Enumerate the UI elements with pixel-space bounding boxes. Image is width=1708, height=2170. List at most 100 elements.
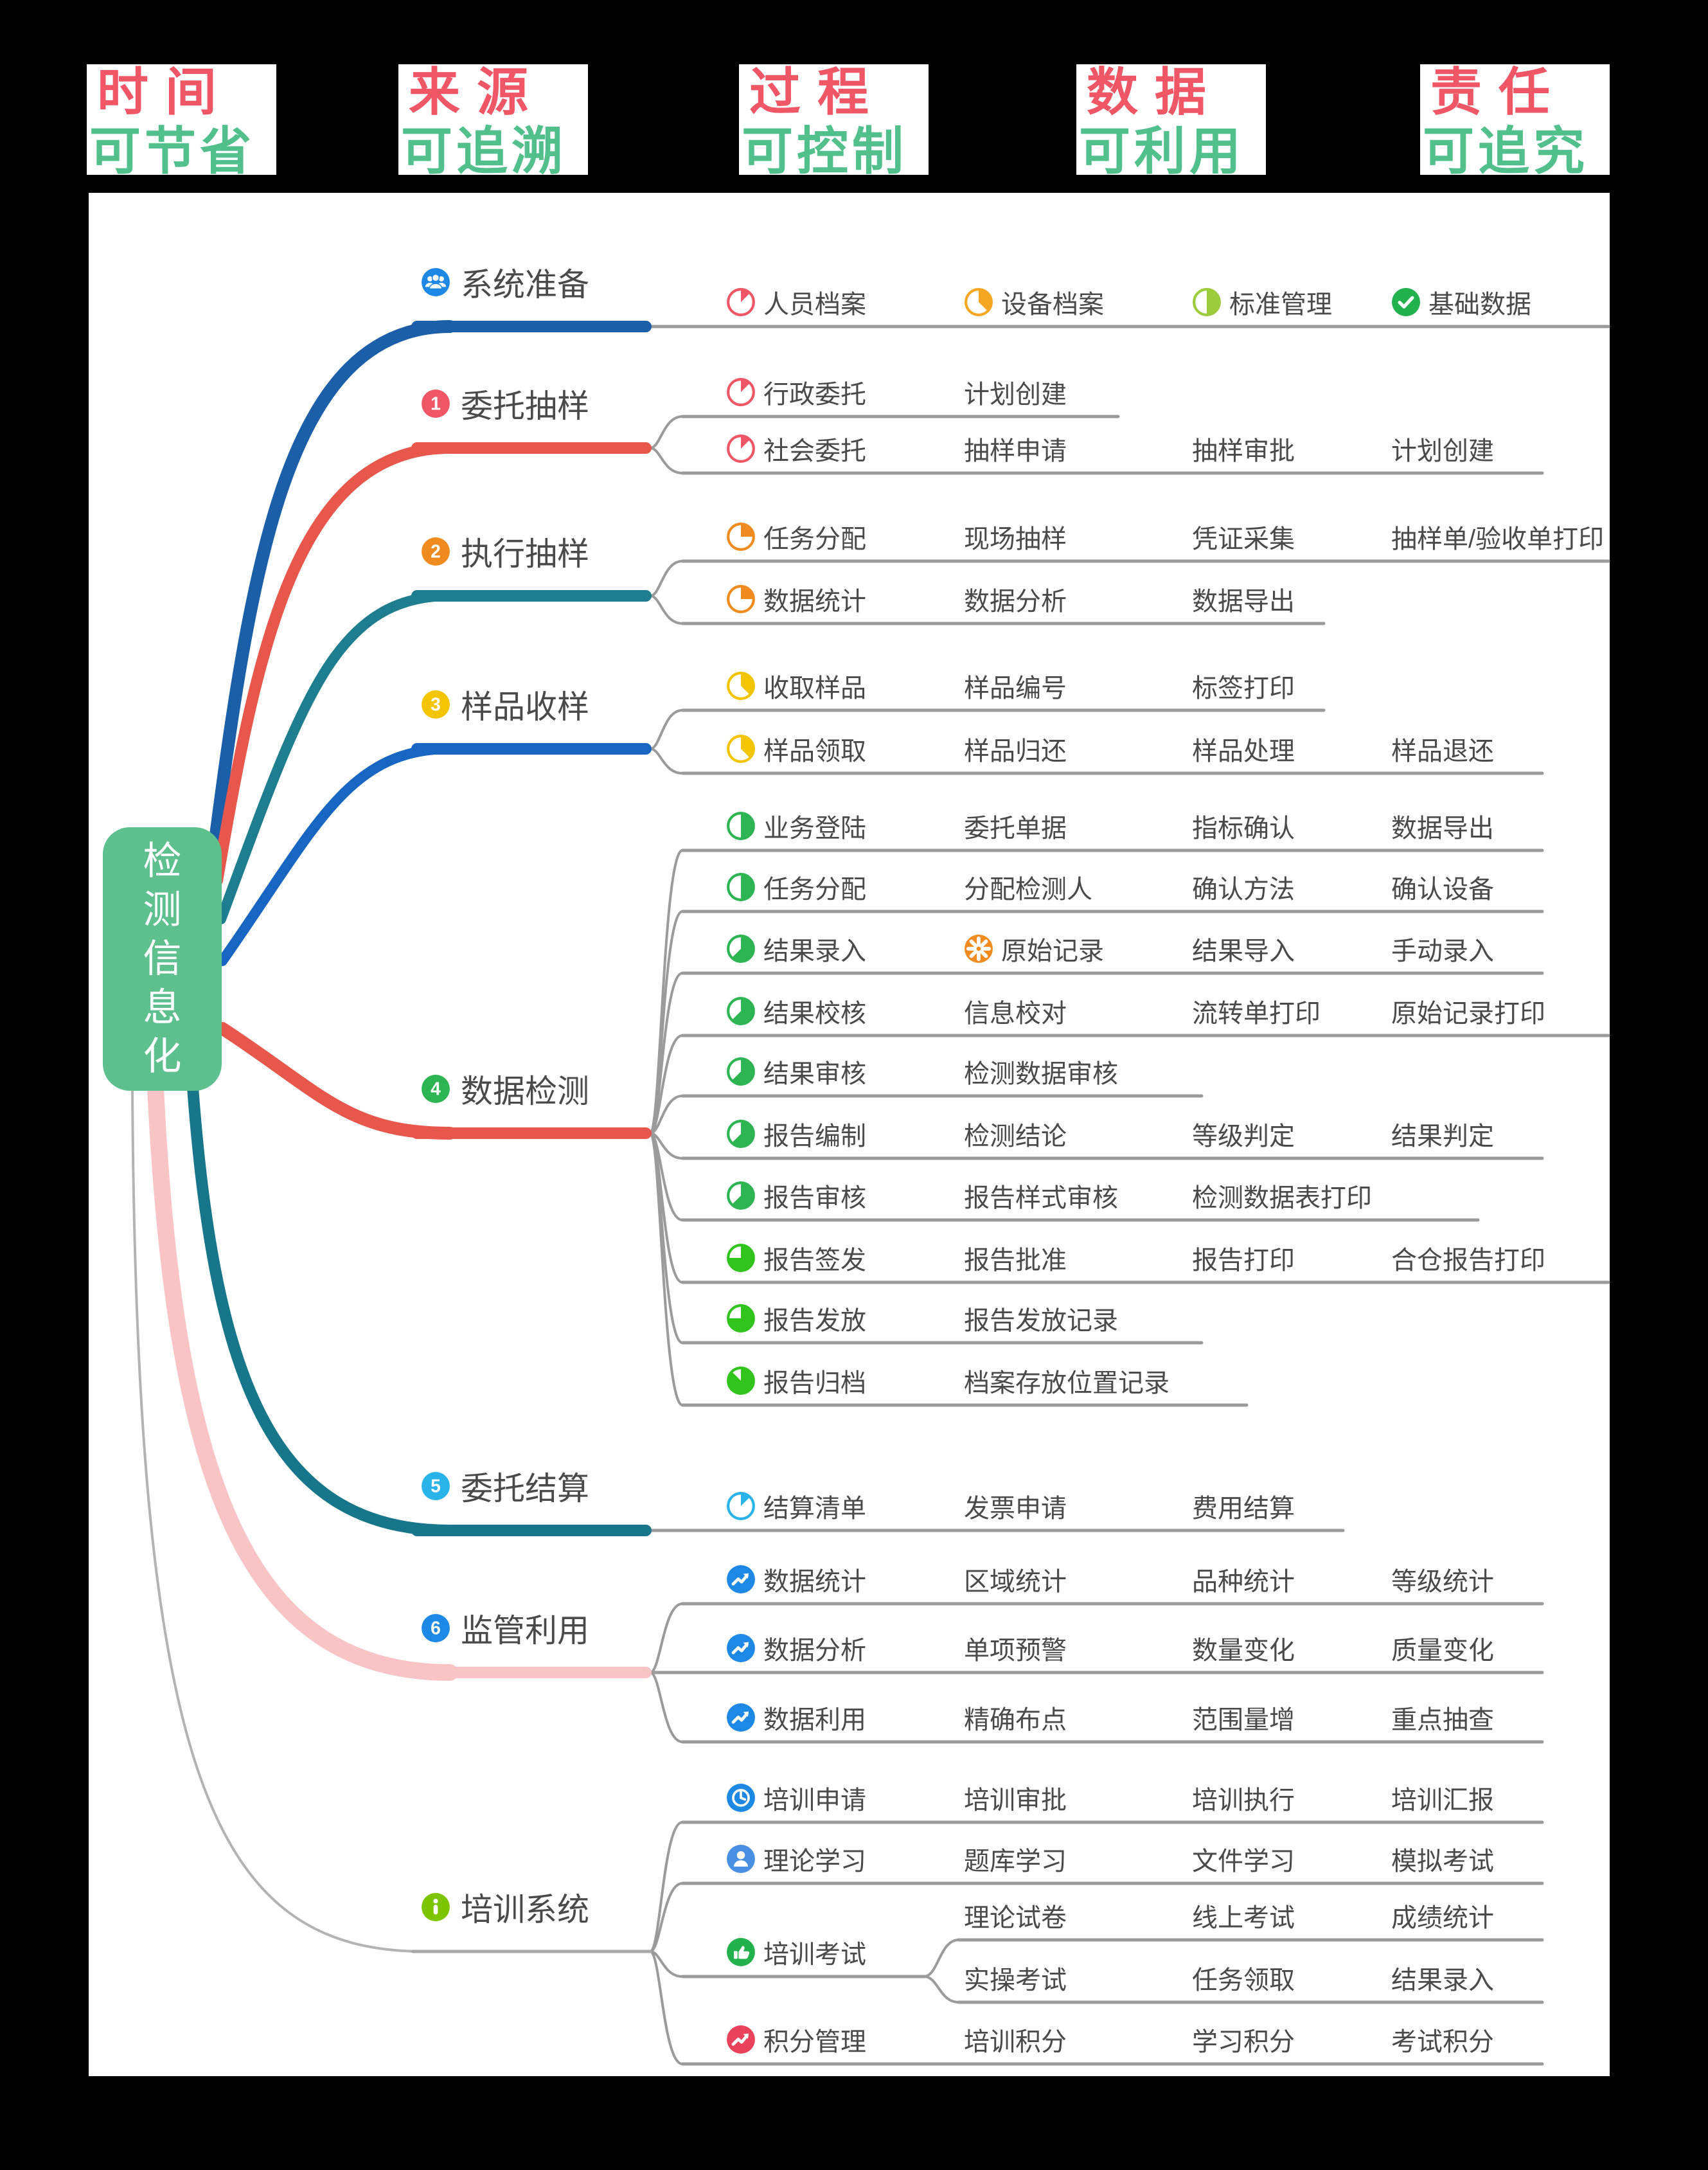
topic-node[interactable]: 线上考试 [1192,1897,1295,1933]
topic-node[interactable]: 分配检测人 [964,869,1092,905]
topic-node[interactable]: 合仓报告打印 [1391,1240,1545,1276]
topic-node[interactable]: 流转单打印 [1192,993,1321,1029]
topic-node[interactable]: 抽样申请 [964,431,1067,467]
topic-node[interactable]: 报告编制 [726,1116,866,1152]
topic-node[interactable]: 原始记录 [964,931,1104,967]
topic-node[interactable]: 文件学习 [1192,1841,1295,1877]
topic-node[interactable]: 样品退还 [1391,731,1494,767]
topic-node[interactable]: 理论试卷 [964,1897,1067,1933]
topic-node[interactable]: 报告签发 [726,1240,866,1276]
topic-node[interactable]: 报告样式审核 [964,1178,1118,1214]
topic-node[interactable]: 单项预警 [964,1630,1067,1666]
topic-node[interactable]: 基础数据 [1391,284,1531,320]
topic-node[interactable]: 题库学习 [964,1841,1067,1877]
topic-node[interactable]: 费用结算 [1192,1488,1295,1524]
topic-node[interactable]: 凭证采集 [1192,519,1295,555]
topic-node[interactable]: 报告打印 [1192,1240,1295,1276]
topic-node[interactable]: 标签打印 [1192,668,1295,704]
topic-node[interactable]: 数据导出 [1391,808,1494,844]
topic-node[interactable]: 指标确认 [1192,808,1295,844]
topic-node[interactable]: 数据统计 [726,581,866,617]
topic-node[interactable]: 数据统计 [726,1561,866,1597]
branch-topic[interactable]: 1 委托抽样 [421,382,589,425]
topic-node[interactable]: 品种统计 [1192,1561,1295,1597]
topic-node[interactable]: 积分管理 [726,2022,866,2058]
topic-node[interactable]: 质量变化 [1391,1630,1494,1666]
topic-node[interactable]: 数据分析 [726,1630,866,1666]
topic-node[interactable]: 结算清单 [726,1488,866,1524]
topic-node[interactable]: 报告审核 [726,1178,866,1214]
topic-node[interactable]: 数据导出 [1192,581,1295,617]
topic-node[interactable]: 抽样单/验收单打印 [1391,519,1604,555]
topic-node[interactable]: 样品领取 [726,731,866,767]
topic-node[interactable]: 区域统计 [964,1561,1067,1597]
topic-node[interactable]: 报告发放记录 [964,1300,1118,1336]
topic-node[interactable]: 任务领取 [1192,1960,1295,1996]
topic-node[interactable]: 业务登陆 [726,808,866,844]
topic-node[interactable]: 收取样品 [726,668,866,704]
topic-node[interactable]: 信息校对 [964,993,1067,1029]
topic-node[interactable]: 发票申请 [964,1488,1067,1524]
topic-node[interactable]: 等级判定 [1192,1116,1295,1152]
topic-node[interactable]: 样品编号 [964,668,1067,704]
root-topic[interactable]: 检测信息化 [103,827,222,1091]
topic-node[interactable]: 报告归档 [726,1363,866,1399]
topic-node[interactable]: 理论学习 [726,1841,866,1877]
topic-node[interactable]: 确认设备 [1391,869,1494,905]
topic-node[interactable]: 现场抽样 [964,519,1067,555]
topic-node[interactable]: 成绩统计 [1391,1897,1494,1933]
branch-topic[interactable]: 3 样品收样 [421,683,589,726]
topic-node[interactable]: 数据分析 [964,581,1067,617]
topic-node[interactable]: 样品处理 [1192,731,1295,767]
topic-node[interactable]: 行政委托 [726,374,866,410]
topic-node[interactable]: 标准管理 [1192,284,1332,320]
topic-node[interactable]: 计划创建 [964,374,1067,410]
topic-node[interactable]: 结果校核 [726,993,866,1029]
topic-node[interactable]: 范围量增 [1192,1699,1295,1735]
topic-node[interactable]: 精确布点 [964,1699,1067,1735]
topic-node[interactable]: 结果判定 [1391,1116,1494,1152]
topic-node[interactable]: 培训积分 [964,2022,1067,2058]
branch-topic[interactable]: 2 执行抽样 [421,530,589,573]
topic-node[interactable]: 检测数据表打印 [1192,1178,1372,1214]
topic-node[interactable]: 档案存放位置记录 [964,1363,1170,1399]
topic-node[interactable]: 检测数据审核 [964,1054,1118,1089]
topic-node[interactable]: 任务分配 [726,519,866,555]
topic-node[interactable]: 抽样审批 [1192,431,1295,467]
topic-node[interactable]: 委托单据 [964,808,1067,844]
topic-node[interactable]: 手动录入 [1391,931,1494,967]
topic-node[interactable]: 设备档案 [964,284,1104,320]
branch-topic[interactable]: 4 数据检测 [421,1068,589,1110]
topic-node[interactable]: 数量变化 [1192,1630,1295,1666]
topic-node[interactable]: 任务分配 [726,869,866,905]
topic-node[interactable]: 等级统计 [1391,1561,1494,1597]
topic-node[interactable]: 结果录入 [726,931,866,967]
topic-node[interactable]: 检测结论 [964,1116,1067,1152]
topic-node[interactable]: 模拟考试 [1391,1841,1494,1877]
topic-node[interactable]: 考试积分 [1391,2022,1494,2058]
topic-node[interactable]: 结果导入 [1192,931,1295,967]
topic-node[interactable]: 重点抽查 [1391,1699,1494,1735]
topic-node[interactable]: 报告发放 [726,1300,866,1336]
branch-topic[interactable]: 系统准备 [421,261,589,303]
branch-topic[interactable]: 5 委托结算 [421,1465,589,1507]
topic-node[interactable]: 报告批准 [964,1240,1067,1276]
topic-node[interactable]: 人员档案 [726,284,866,320]
topic-node[interactable]: 培训考试 [726,1934,866,1970]
topic-node[interactable]: 结果录入 [1391,1960,1494,1996]
topic-node[interactable]: 社会委托 [726,431,866,467]
topic-node[interactable]: 培训执行 [1192,1780,1295,1816]
topic-node[interactable]: 数据利用 [726,1699,866,1735]
topic-node[interactable]: 实操考试 [964,1960,1067,1996]
topic-node[interactable]: 确认方法 [1192,869,1295,905]
topic-node[interactable]: 结果审核 [726,1054,866,1089]
branch-topic[interactable]: 培训系统 [421,1886,589,1928]
branch-topic[interactable]: 6 监管利用 [421,1607,589,1649]
topic-node[interactable]: 培训汇报 [1391,1780,1494,1816]
topic-node[interactable]: 培训申请 [726,1780,866,1816]
topic-node[interactable]: 样品归还 [964,731,1067,767]
topic-node[interactable]: 原始记录打印 [1391,993,1545,1029]
topic-node[interactable]: 培训审批 [964,1780,1067,1816]
topic-node[interactable]: 学习积分 [1192,2022,1295,2058]
topic-node[interactable]: 计划创建 [1391,431,1494,467]
